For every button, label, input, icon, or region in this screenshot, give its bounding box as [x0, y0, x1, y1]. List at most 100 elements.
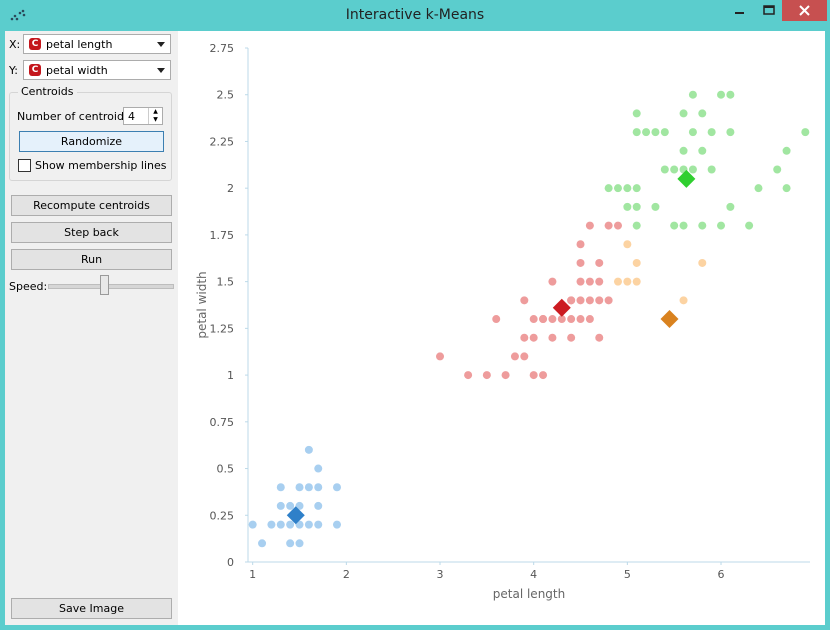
data-point-red [585, 315, 594, 324]
data-point-green [698, 109, 707, 118]
x-tick-label: 3 [437, 568, 444, 581]
data-point-red [510, 352, 519, 361]
data-point-red [576, 258, 585, 267]
y-tick-label: 2.5 [217, 89, 235, 102]
y-tick-label: 2.25 [210, 135, 235, 148]
run-button[interactable]: Run [11, 249, 172, 270]
spin-up-icon[interactable]: ▲ [153, 108, 158, 115]
data-point-green [670, 165, 679, 174]
data-point-red [585, 221, 594, 230]
data-point-green [717, 90, 726, 99]
data-point-red [595, 333, 604, 342]
recompute-centroids-button[interactable]: Recompute centroids [11, 195, 172, 216]
data-point-green [726, 202, 735, 211]
data-point-green [754, 184, 763, 193]
data-point-blue [295, 501, 304, 510]
data-point-red [436, 352, 445, 361]
y-tick-label: 0.75 [210, 416, 235, 429]
data-point-red [595, 296, 604, 305]
data-point-blue [295, 520, 304, 529]
centroid-red[interactable] [552, 298, 571, 317]
x-variable-select[interactable]: C petal length [23, 34, 171, 54]
num-centroids-value: 4 [128, 110, 135, 123]
centroid-orange[interactable] [660, 310, 679, 329]
data-point-blue [286, 501, 295, 510]
data-point-red [529, 333, 538, 342]
data-point-green [679, 146, 688, 155]
data-point-orange [698, 258, 707, 267]
maximize-button[interactable] [756, 0, 782, 21]
y-axis-label: petal width [195, 271, 209, 338]
data-point-red [604, 296, 613, 305]
num-centroids-spinbox[interactable]: 4 ▲ ▼ [123, 107, 163, 125]
spin-down-icon[interactable]: ▼ [153, 116, 158, 123]
data-point-red [539, 371, 548, 380]
data-point-blue [314, 520, 323, 529]
num-centroids-label: Number of centroids: [17, 110, 134, 123]
data-point-green [679, 221, 688, 230]
speed-slider-handle[interactable] [99, 275, 109, 295]
y-tick-label: 1.25 [210, 322, 235, 335]
y-tick-label: 0 [227, 556, 234, 569]
x-tick-label: 6 [718, 568, 725, 581]
close-button[interactable] [782, 0, 827, 21]
x-tick-label: 4 [530, 568, 537, 581]
data-point-green [632, 184, 641, 193]
show-membership-checkbox[interactable] [18, 159, 31, 172]
scatter-plot[interactable]: 0 0.25 0.5 0.75 1 1.25 1.5 1.75 2 2.25 2.5 2.75 1 2 3 4… [178, 31, 825, 625]
randomize-button[interactable]: Randomize [19, 131, 164, 152]
data-point-blue [276, 483, 285, 492]
data-point-red [604, 221, 613, 230]
data-point-blue [276, 520, 285, 529]
data-point-red [548, 333, 557, 342]
data-point-green [688, 128, 697, 137]
data-point-red [492, 315, 501, 324]
y-variable-select[interactable]: C petal width [23, 60, 171, 80]
y-label: Y: [9, 64, 18, 77]
data-point-orange [623, 240, 632, 249]
data-point-red [520, 333, 529, 342]
data-point-green [651, 202, 660, 211]
control-panel: X: C petal length Y: C petal width Centr… [5, 31, 178, 625]
x-tick-label: 1 [249, 568, 256, 581]
data-point-blue [314, 464, 323, 473]
data-point-green [773, 165, 782, 174]
data-point-blue [295, 483, 304, 492]
save-image-button[interactable]: Save Image [11, 598, 172, 619]
minimize-button[interactable] [722, 0, 756, 21]
x-tick-label: 2 [343, 568, 350, 581]
data-point-red [557, 315, 566, 324]
data-point-orange [613, 277, 622, 286]
data-point-orange [632, 277, 641, 286]
step-back-button[interactable]: Step back [11, 222, 172, 243]
y-tick-label: 0.5 [217, 463, 235, 476]
centroid-blue[interactable] [286, 506, 305, 525]
data-point-green [632, 221, 641, 230]
data-point-green [698, 146, 707, 155]
x-tick-label: 5 [624, 568, 631, 581]
y-variable-value: petal width [46, 64, 108, 77]
speed-slider-track[interactable] [48, 284, 174, 289]
data-point-green [726, 90, 735, 99]
data-point-blue [248, 520, 257, 529]
data-point-green [707, 165, 716, 174]
data-point-green [632, 109, 641, 118]
data-point-green [782, 146, 791, 155]
spin-arrows[interactable]: ▲ ▼ [148, 108, 162, 124]
plot-area[interactable]: 0 0.25 0.5 0.75 1 1.25 1.5 1.75 2 2.25 2.5 2.75 1 2 3 4… [178, 31, 825, 625]
data-point-orange [623, 277, 632, 286]
client-area: X: C petal length Y: C petal width Centr… [5, 31, 825, 625]
data-point-red [548, 277, 557, 286]
data-point-green [660, 128, 669, 137]
data-point-green [745, 221, 754, 230]
centroid-green[interactable] [677, 169, 696, 188]
data-point-green [660, 165, 669, 174]
data-point-green [632, 202, 641, 211]
chevron-down-icon [157, 68, 165, 73]
x-axis-label: petal length [493, 587, 565, 601]
data-point-blue [314, 483, 323, 492]
data-point-red [520, 296, 529, 305]
data-point-green [632, 128, 641, 137]
data-point-blue [286, 520, 295, 529]
app-icon [10, 9, 26, 21]
